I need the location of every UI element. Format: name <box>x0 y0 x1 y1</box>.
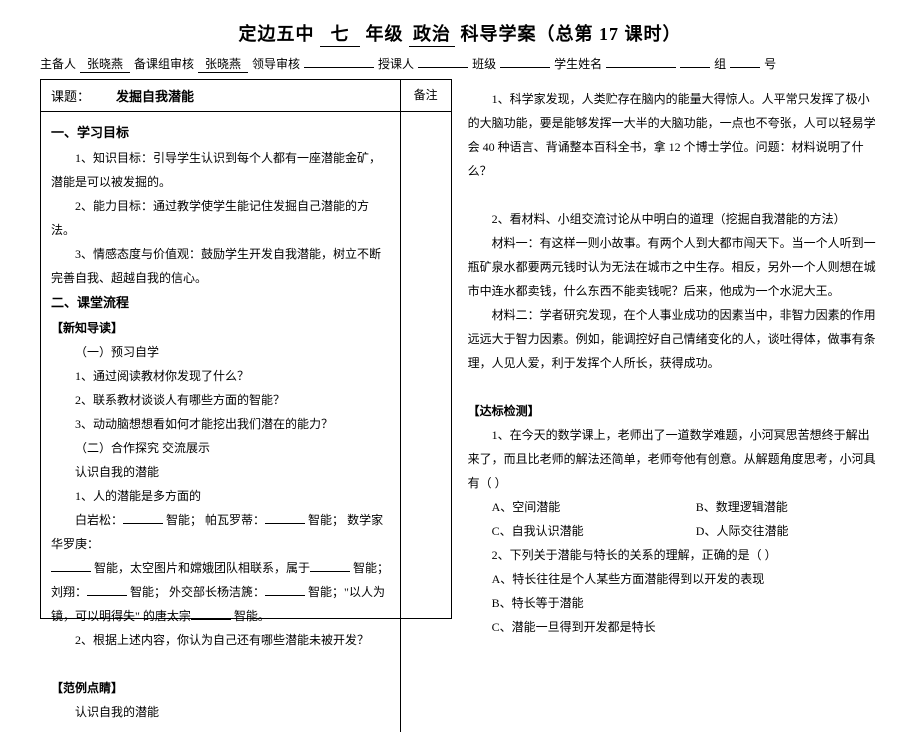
space-label: 智能，太空图片和嫦娥团队相联系，属于 <box>94 561 310 575</box>
note-cell: 备注 <box>401 80 451 111</box>
blank-7 <box>191 608 231 620</box>
blank-5 <box>87 584 127 596</box>
grade-fill: 七 <box>320 20 360 47</box>
fill-line-3: 刘翔： 智能； 外交部长杨洁篪： 智能；"以人为镜，可以明得失" 的唐太宗 智能… <box>51 580 390 628</box>
author-value: 张晓燕 <box>80 55 130 73</box>
material-2: 材料二：学者研究发现，在个人事业成功的因素当中，非智力因素的作用远远大于智力因素… <box>468 303 876 375</box>
fill-line-1: 白岩松： 智能； 帕瓦罗蒂： 智能； 数学家华罗庚： <box>51 508 390 556</box>
material-1: 材料一：有这样一则小故事。有两个人到大都市闯天下。当一个人听到一瓶矿泉水都要两元… <box>468 231 876 303</box>
right-column: 1、科学家发现，人类贮存在脑内的能量大得惊人。人平常只发挥了极小的大脑功能，要是… <box>452 79 880 619</box>
question-2: 2、联系教材谈谈人有哪些方面的智能？ <box>51 388 390 412</box>
know-heading: 认识自我的潜能 <box>51 460 390 484</box>
no-value <box>730 67 760 68</box>
subject-fill: 政治 <box>409 20 455 47</box>
right-p1: 1、科学家发现，人类贮存在脑内的能量大得惊人。人平常只发挥了极小的大脑功能，要是… <box>468 87 876 183</box>
question-1: 1、通过阅读教材你发现了什么？ <box>51 364 390 388</box>
end-label: 智能。 <box>234 609 270 623</box>
blank-3 <box>51 560 91 572</box>
test-title: 【达标检测】 <box>468 399 876 423</box>
question-3: 3、动动脑想想看如何才能挖出我们潜在的能力？ <box>51 412 390 436</box>
preview-heading: （一）预习自学 <box>51 340 390 364</box>
option-2c: C、潜能一旦得到开发都是特长 <box>468 615 876 639</box>
doc-type: 科导学案（总第 <box>461 24 594 44</box>
bai-label: 白岩松： <box>75 513 123 527</box>
teacher-label: 授课人 <box>378 55 414 72</box>
question-dev: 2、根据上述内容，你认为自己还有哪些潜能未被开发？ <box>51 628 390 652</box>
section-2-title: 二、课堂流程 <box>51 290 390 316</box>
topic-title: 发掘自我潜能 <box>116 89 194 104</box>
goal-1: 1、知识目标：引导学生认识到每个人都有一座潜能金矿，潜能是可以被发掘的。 <box>51 146 390 194</box>
option-2b: B、特长等于潜能 <box>468 591 876 615</box>
option-1a: A、空间潜能 <box>468 495 672 519</box>
school-name: 定边五中 <box>239 24 315 44</box>
doc-title: 定边五中 七 年级 政治 科导学案（总第 17 课时） <box>40 20 880 47</box>
right-p2: 2、看材料、小组交流讨论从中明白的道理（挖掘自我潜能的方法） <box>468 207 876 231</box>
body-row: 一、学习目标 1、知识目标：引导学生认识到每个人都有一座潜能金矿，潜能是可以被发… <box>41 112 451 732</box>
topic-row: 课题： 发掘自我潜能 备注 <box>41 80 451 112</box>
class-value <box>500 67 550 68</box>
period-no: 17 <box>599 24 619 44</box>
blank-2 <box>265 512 305 524</box>
pava-label: 帕瓦罗蒂： <box>205 513 265 527</box>
reviewer-value: 张晓燕 <box>198 55 248 73</box>
know-2: 认识自我的潜能 <box>51 700 390 724</box>
zn-4: 智能； <box>130 585 166 599</box>
option-1d: D、人际交往潜能 <box>672 519 876 543</box>
sub-heading-2: 【范例点睛】 <box>51 676 390 700</box>
left-body: 一、学习目标 1、知识目标：引导学生认识到每个人都有一座潜能金矿，潜能是可以被发… <box>41 112 401 732</box>
review-label: 备课组审核 <box>134 55 194 72</box>
multi-heading: 1、人的潜能是多方面的 <box>51 484 390 508</box>
goal-3: 3、情感态度与价值观：鼓励学生开发自我潜能，树立不断完善自我、超越自我的信心。 <box>51 242 390 290</box>
liu-label: 刘翔： <box>51 585 87 599</box>
test-q2: 2、下列关于潜能与特长的关系的理解，正确的是（ ） <box>468 543 876 567</box>
wai-label: 外交部长杨洁篪： <box>169 585 265 599</box>
zn-2: 智能； <box>308 513 344 527</box>
zn-1: 智能； <box>166 513 202 527</box>
fill-line-2: 智能，太空图片和嫦娥团队相联系，属于 智能； <box>51 556 390 580</box>
blank-1 <box>123 512 163 524</box>
topic-cell: 课题： 发掘自我潜能 <box>41 80 401 111</box>
content-columns: 课题： 发掘自我潜能 备注 一、学习目标 1、知识目标：引导学生认识到每个人都有… <box>40 79 880 619</box>
option-1c: C、自我认识潜能 <box>468 519 672 543</box>
test-q1-options-ab: A、空间潜能 B、数理逻辑潜能 <box>468 495 876 519</box>
author-label: 主备人 <box>40 55 76 72</box>
blank-4 <box>310 560 350 572</box>
topic-label: 课题： <box>51 89 90 104</box>
teacher-value <box>418 67 468 68</box>
zn-3: 智能； <box>353 561 389 575</box>
grade-suffix: 年级 <box>366 24 404 44</box>
left-column: 课题： 发掘自我潜能 备注 一、学习目标 1、知识目标：引导学生认识到每个人都有… <box>40 79 452 619</box>
option-1b: B、数理逻辑潜能 <box>672 495 876 519</box>
group-value <box>680 67 710 68</box>
leader-value <box>304 67 374 68</box>
sub-heading-1: 【新知导读】 <box>51 316 390 340</box>
group-label: 组 <box>714 55 726 72</box>
option-2a: A、特长往往是个人某些方面潜能得到以开发的表现 <box>468 567 876 591</box>
blank-6 <box>265 584 305 596</box>
section-1-title: 一、学习目标 <box>51 120 390 146</box>
name-value <box>606 67 676 68</box>
note-column <box>401 112 451 732</box>
no-label: 号 <box>764 55 776 72</box>
name-label: 学生姓名 <box>554 55 602 72</box>
meta-row: 主备人 张晓燕 备课组审核 张晓燕 领导审核 授课人 班级 学生姓名 组 号 <box>40 55 880 73</box>
test-q1-options-cd: C、自我认识潜能 D、人际交往潜能 <box>468 519 876 543</box>
period-suffix: 课时） <box>625 24 682 44</box>
leader-label: 领导审核 <box>252 55 300 72</box>
class-label: 班级 <box>472 55 496 72</box>
coop-heading: （二）合作探究 交流展示 <box>51 436 390 460</box>
test-q1: 1、在今天的数学课上，老师出了一道数学难题，小河冥思苦想终于解出来了，而且比老师… <box>468 423 876 495</box>
goal-2: 2、能力目标：通过教学使学生能记住发掘自己潜能的方法。 <box>51 194 390 242</box>
